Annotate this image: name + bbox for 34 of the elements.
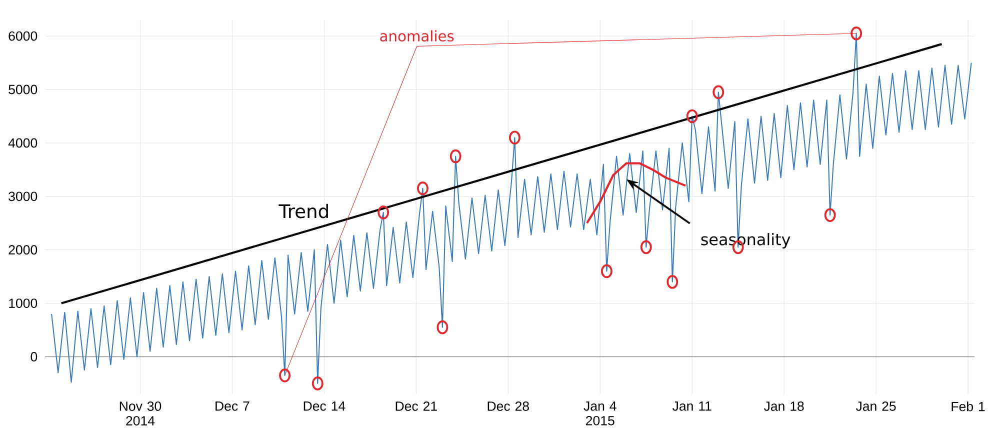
- point: [850, 26, 862, 40]
- point: [436, 320, 448, 334]
- point: [279, 368, 290, 382]
- point: [450, 149, 462, 164]
- y-tick-label: 2000: [8, 245, 38, 255]
- point: [417, 181, 428, 196]
- point: [509, 130, 520, 144]
- point: [640, 240, 652, 254]
- point: [378, 206, 390, 220]
- point: [712, 85, 724, 100]
- y-tick-label: 6000: [8, 31, 38, 41]
- series-label: Trend: [278, 204, 328, 218]
- line-series: [586, 162, 687, 224]
- x-tick-label: Jan 4 2015: [584, 401, 616, 426]
- point: [666, 274, 678, 289]
- y-tick-label: 4000: [8, 138, 38, 148]
- y-tick-label: 0: [30, 352, 38, 362]
- x-tick-label: Dec 14: [304, 401, 346, 411]
- x-tick-label: Feb 1: [952, 401, 985, 412]
- y-tick-label: 3000: [8, 192, 38, 202]
- text: anomalies: [380, 30, 454, 42]
- point: [824, 208, 836, 222]
- point: [600, 264, 612, 278]
- point: [312, 376, 324, 390]
- x-tick-label: Dec 7: [216, 401, 250, 411]
- point: [686, 109, 698, 124]
- x-tick-label: Nov 30 2014: [120, 401, 162, 426]
- y-tick-label: 5000: [8, 84, 38, 94]
- x-tick-label: Dec 21: [396, 401, 437, 411]
- x-tick-label: Jan 25: [856, 401, 896, 411]
- x-tick-label: Jan 18: [764, 401, 804, 411]
- x-tick-label: Jan 11: [672, 401, 712, 411]
- y-tick-label: 1000: [9, 298, 38, 308]
- x-tick-label: Dec 28: [488, 401, 529, 411]
